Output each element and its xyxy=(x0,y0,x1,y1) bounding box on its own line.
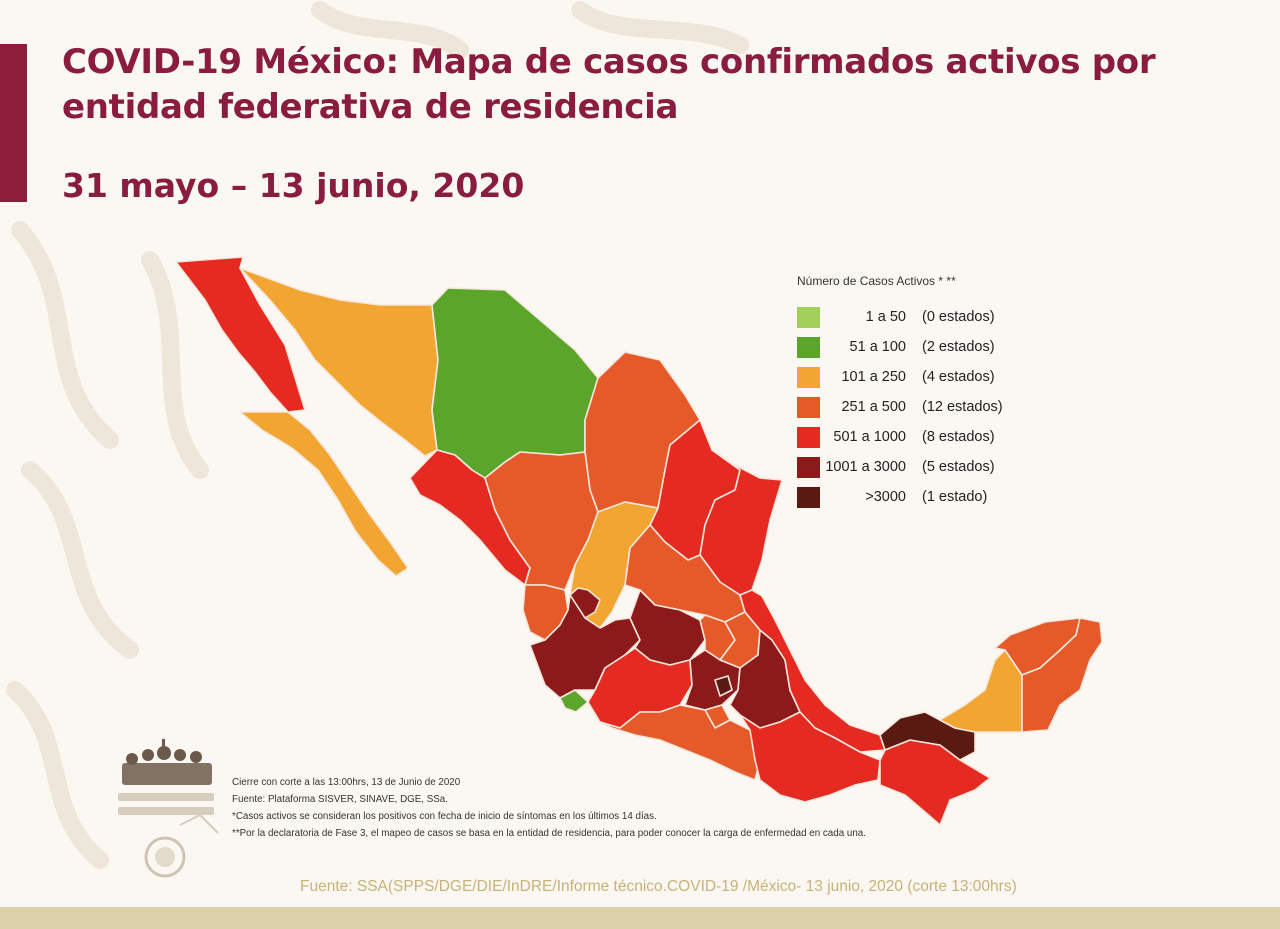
state-baja-california-sur xyxy=(239,411,409,577)
legend-range: 251 a 500 xyxy=(841,399,906,415)
state-campeche xyxy=(939,649,1023,733)
state-estado-de-mexico xyxy=(684,649,741,711)
legend-swatch xyxy=(797,396,820,418)
legend-item: 251 a 500 (12 estados) xyxy=(797,392,1057,422)
state-chihuahua xyxy=(431,287,599,479)
date-range: 31 mayo – 13 junio, 2020 xyxy=(62,166,525,205)
state-tabasco xyxy=(879,711,976,761)
legend-count: (8 estados) xyxy=(922,429,995,445)
legend-item: 51 a 100 (2 estados) xyxy=(797,332,1057,362)
legend-item: 1 a 50 (0 estados) xyxy=(797,302,1057,332)
bottom-band xyxy=(0,907,1280,929)
legend-swatch xyxy=(797,456,820,478)
state-sonora xyxy=(239,267,439,457)
source-caption: Fuente: SSA(SPPS/DGE/DIE/InDRE/Informe t… xyxy=(300,878,1017,895)
legend-item: 1001 a 3000 (5 estados) xyxy=(797,452,1057,482)
state-quintana-roo xyxy=(1021,617,1103,733)
legend-count: (1 estado) xyxy=(922,489,988,505)
accent-bar xyxy=(0,44,27,202)
legend-swatch xyxy=(797,486,820,508)
legend-range: >3000 xyxy=(865,489,906,505)
legend-item: 501 a 1000 (8 estados) xyxy=(797,422,1057,452)
legend-range: 51 a 100 xyxy=(849,339,906,355)
legend-swatch xyxy=(797,426,820,448)
legend-range: 1 a 50 xyxy=(865,309,906,325)
legend-count: (2 estados) xyxy=(922,339,995,355)
note-source: Fuente: Plataforma SISVER, SINAVE, DGE, … xyxy=(232,794,448,805)
legend-range: 101 a 250 xyxy=(841,369,906,385)
note-phase3: **Por la declaratoria de Fase 3, el mape… xyxy=(232,828,866,839)
legend-title: Número de Casos Activos * ** xyxy=(797,274,956,288)
government-logo xyxy=(118,739,219,878)
legend-count: (0 estados) xyxy=(922,309,995,325)
state-ciudad-de-mexico xyxy=(714,675,733,697)
legend-swatch xyxy=(797,306,820,328)
legend-count: (4 estados) xyxy=(922,369,995,385)
state-colima xyxy=(559,689,589,713)
map-legend: Número de Casos Activos * ** 1 a 50 (0 e… xyxy=(797,274,1057,512)
page-title: COVID-19 México: Mapa de casos confirmad… xyxy=(62,42,1156,127)
legend-count: (5 estados) xyxy=(922,459,995,475)
state-baja-california xyxy=(175,256,306,413)
legend-range: 1001 a 3000 xyxy=(825,459,906,475)
footnotes: Cierre con corte a las 13:00hrs, 13 de J… xyxy=(232,774,952,842)
legend-count: (12 estados) xyxy=(922,399,1003,415)
legend-swatch xyxy=(797,336,820,358)
legend-item: 101 a 250 (4 estados) xyxy=(797,362,1057,392)
legend-swatch xyxy=(797,366,820,388)
note-active-cases: *Casos activos se consideran los positiv… xyxy=(232,811,657,822)
legend-range: 501 a 1000 xyxy=(833,429,906,445)
legend-item: >3000 (1 estado) xyxy=(797,482,1057,512)
state-oaxaca xyxy=(739,711,881,803)
note-cutoff: Cierre con corte a las 13:00hrs, 13 de J… xyxy=(232,777,461,788)
mexico-map xyxy=(175,256,1103,826)
